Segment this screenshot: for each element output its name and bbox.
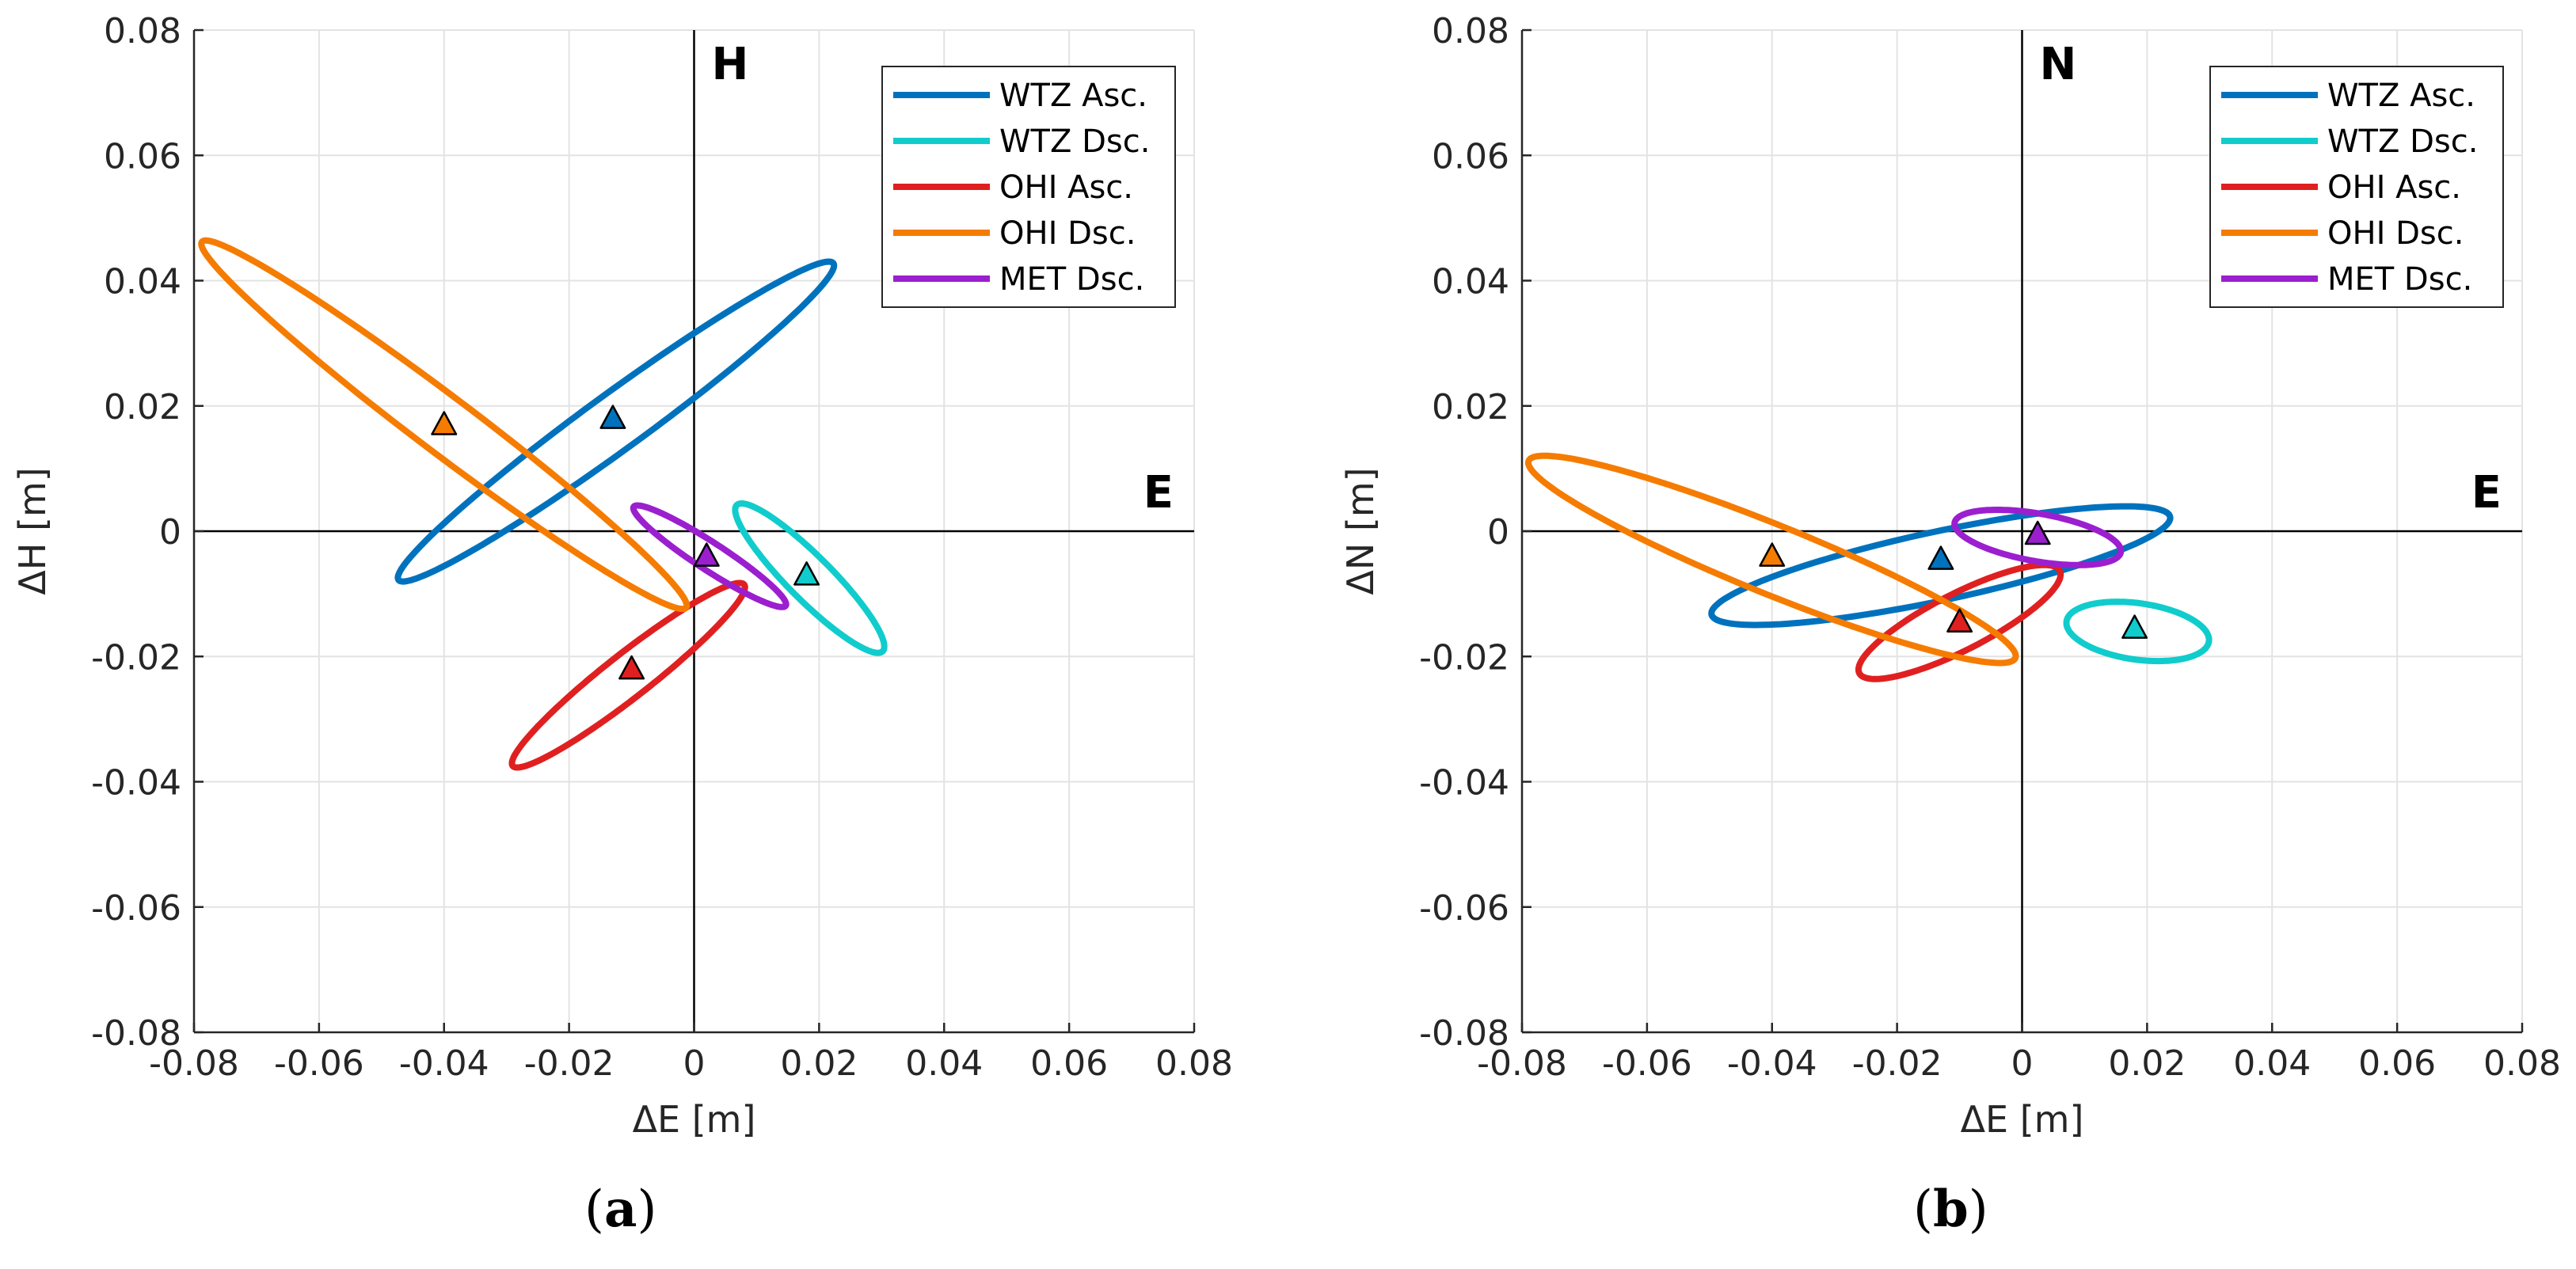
y-axis-title-a: ΔH [m] — [11, 467, 54, 595]
point-wtz-asc-a — [599, 405, 626, 429]
point-wtz-dsc-a — [793, 561, 820, 586]
corner-label-vertical-b: N — [2040, 39, 2077, 90]
point-ohi-dsc-b — [1759, 542, 1786, 567]
caption-label-a: a — [603, 1180, 637, 1239]
panel-caption-b: (b) — [1913, 1180, 1988, 1239]
x-tick-label-b: 0.08 — [2483, 1043, 2561, 1084]
y-tick-label-b: 0.08 — [1432, 11, 1509, 51]
y-tick-label-b: -0.06 — [1419, 888, 1509, 929]
legend-label: WTZ Asc. — [2327, 78, 2475, 114]
y-tick-label-a: 0.06 — [104, 136, 181, 177]
point-met-dsc-a — [693, 542, 720, 567]
caption-open-a: ( — [584, 1180, 604, 1239]
y-tick-label-a: -0.06 — [91, 888, 181, 929]
ellipse-ohi-asc-a — [508, 579, 748, 771]
corner-label-horizontal-a: E — [1143, 467, 1174, 519]
corner-label-vertical-a: H — [712, 39, 749, 90]
y-tick-label-b: -0.02 — [1419, 637, 1509, 678]
y-tick-label-a: -0.04 — [91, 763, 181, 804]
ellipse-met-dsc-a — [630, 502, 790, 610]
legend-label: OHI Dsc. — [999, 215, 1136, 252]
legend-label: MET Dsc. — [2327, 261, 2472, 298]
point-ohi-asc-a — [618, 655, 645, 680]
y-axis-title-b: ΔN [m] — [1339, 467, 1382, 595]
point-met-dsc-b — [2024, 520, 2051, 545]
y-tick-label-b: 0.06 — [1432, 136, 1509, 177]
point-ohi-asc-b — [1946, 608, 1973, 633]
x-axis-title-a: ΔE [m] — [633, 1098, 756, 1141]
legend-label: OHI Dsc. — [2327, 215, 2464, 252]
legend-a: WTZ Asc. WTZ Dsc. OHI Asc. OHI Dsc. MET Dsc. — [881, 66, 1176, 308]
y-tick-label-a: -0.08 — [91, 1013, 181, 1054]
y-tick-label-b: -0.08 — [1419, 1013, 1509, 1054]
panel-a: -0.08 -0.06 -0.04 -0.02 0 0.02 0.04 0.06 0.08 -0.… — [11, 11, 1233, 1141]
x-tick-label-b: -0.02 — [1852, 1043, 1942, 1084]
ellipse-met-dsc-b — [1951, 507, 2125, 568]
panel-caption-a: (a) — [584, 1180, 656, 1239]
y-tick-label-b: 0 — [1487, 512, 1509, 553]
data-layer-a — [198, 237, 888, 771]
y-tick-label-a: 0.08 — [104, 11, 181, 51]
ellipse-wtz-dsc-b — [2063, 598, 2213, 665]
y-tick-label-b: 0.02 — [1432, 387, 1509, 427]
y-tick-label-a: 0 — [159, 512, 181, 553]
x-axis-title-b: ΔE [m] — [1961, 1098, 2084, 1141]
caption-label-b: b — [1932, 1180, 1969, 1239]
legend-label: OHI Asc. — [999, 169, 1133, 206]
x-tick-label-b: 0.06 — [2358, 1043, 2436, 1084]
x-tick-label-a: 0.06 — [1030, 1043, 1108, 1084]
x-tick-label-a: -0.06 — [274, 1043, 364, 1084]
ellipse-ohi-dsc-b — [1525, 452, 2019, 667]
panel-b: -0.08 -0.06 -0.04 -0.02 0 0.02 0.04 0.06 0.08 -0.… — [1339, 11, 2561, 1141]
caption-open-b: ( — [1913, 1180, 1933, 1239]
point-wtz-dsc-b — [2121, 614, 2148, 639]
y-tick-label-a: 0.04 — [104, 262, 181, 302]
caption-close-a: ) — [637, 1180, 657, 1239]
x-tick-label-a: 0.04 — [905, 1043, 983, 1084]
x-tick-label-a: 0 — [683, 1043, 706, 1084]
y-tick-label-b: -0.04 — [1419, 763, 1509, 804]
y-tick-label-a: 0.02 — [104, 387, 181, 427]
legend-label: MET Dsc. — [999, 261, 1144, 298]
ellipse-ohi-dsc-a — [198, 237, 691, 613]
x-tick-label-b: -0.08 — [1477, 1043, 1567, 1084]
legend-label: OHI Asc. — [2327, 169, 2461, 206]
x-tick-label-a: 0.08 — [1155, 1043, 1233, 1084]
x-tick-label-a: -0.04 — [399, 1043, 489, 1084]
legend-label: WTZ Dsc. — [2327, 123, 2478, 160]
point-ohi-dsc-a — [431, 411, 458, 435]
legend-b: WTZ Asc. WTZ Dsc. OHI Asc. OHI Dsc. MET Dsc. — [2209, 66, 2504, 308]
x-tick-label-b: 0.02 — [2108, 1043, 2186, 1084]
x-tick-label-b: 0 — [2011, 1043, 2034, 1084]
legend-label: WTZ Asc. — [999, 78, 1147, 114]
y-tick-label-a: -0.02 — [91, 637, 181, 678]
ellipse-wtz-asc-a — [394, 258, 838, 585]
x-tick-label-a: -0.02 — [524, 1043, 615, 1084]
y-tick-label-b: 0.04 — [1432, 262, 1509, 302]
ellipse-wtz-dsc-a — [732, 500, 888, 656]
x-tick-label-b: 0.04 — [2233, 1043, 2311, 1084]
x-tick-label-a: 0.02 — [780, 1043, 858, 1084]
caption-close-b: ) — [1968, 1180, 1988, 1239]
data-layer-b — [1525, 452, 2213, 682]
point-wtz-asc-b — [1927, 545, 1954, 570]
x-tick-label-b: -0.04 — [1727, 1043, 1817, 1084]
legend-label: WTZ Dsc. — [999, 123, 1150, 160]
corner-label-horizontal-b: E — [2471, 467, 2502, 519]
x-tick-label-a: -0.08 — [149, 1043, 239, 1084]
ellipse-ohi-asc-b — [1855, 561, 2064, 682]
x-tick-label-b: -0.06 — [1602, 1043, 1692, 1084]
